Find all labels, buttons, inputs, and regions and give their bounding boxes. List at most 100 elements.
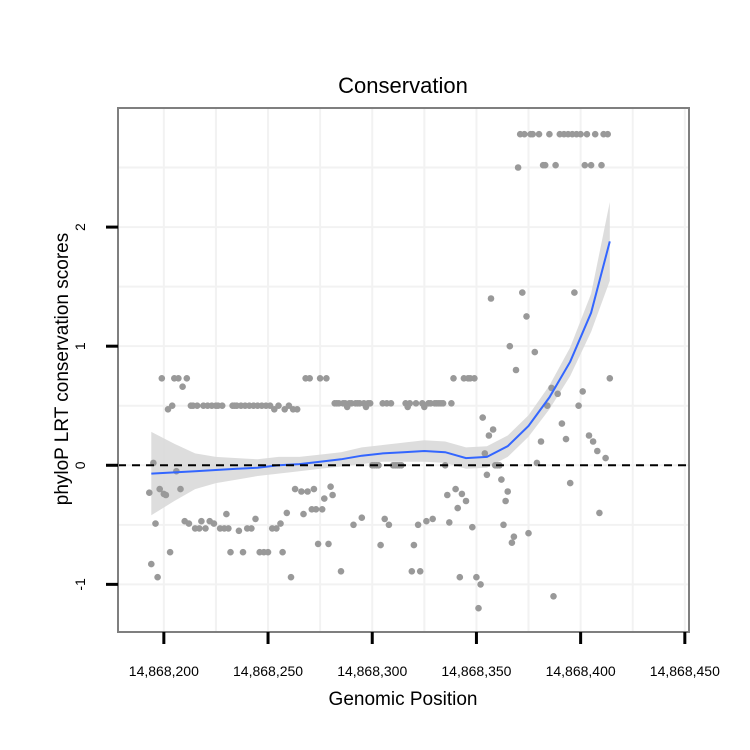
x-tick-label: 14,868,450 — [650, 663, 720, 679]
data-point — [535, 130, 543, 138]
data-point — [239, 548, 247, 556]
data-point — [552, 161, 559, 169]
data-point — [506, 342, 514, 350]
data-point — [416, 568, 424, 575]
plot-border — [117, 107, 690, 633]
data-point — [185, 520, 193, 527]
data-point — [210, 520, 218, 527]
data-point — [446, 519, 453, 526]
data-point — [166, 548, 174, 556]
data-point — [531, 348, 539, 356]
data-point — [554, 390, 561, 398]
data-point — [310, 485, 318, 493]
data-point — [456, 573, 464, 581]
chart-title: Conservation — [338, 73, 468, 98]
data-point — [312, 506, 320, 513]
data-point — [183, 375, 191, 382]
data-point — [485, 432, 493, 439]
data-point — [156, 485, 163, 493]
data-point — [452, 485, 459, 493]
data-point — [193, 402, 201, 410]
data-point — [450, 375, 457, 382]
data-point — [387, 400, 395, 407]
data-point — [575, 402, 582, 410]
data-point — [529, 130, 536, 138]
x-tick-label: 14,868,200 — [129, 663, 199, 679]
data-point — [537, 438, 545, 445]
data-point — [502, 497, 509, 505]
data-point — [179, 383, 186, 391]
data-point — [577, 130, 584, 138]
data-point — [198, 517, 205, 525]
x-axis-label: Genomic Position — [329, 689, 478, 710]
data-point — [410, 541, 418, 549]
data-point — [412, 400, 420, 407]
data-point — [298, 488, 305, 495]
data-point — [606, 375, 614, 382]
data-point — [550, 593, 557, 600]
data-point — [196, 525, 203, 532]
data-point — [583, 130, 591, 138]
data-point — [510, 533, 518, 540]
data-point — [177, 485, 184, 493]
data-point — [327, 483, 334, 491]
data-point — [479, 414, 487, 421]
data-point — [448, 400, 455, 407]
data-point — [594, 447, 601, 455]
data-point — [375, 462, 382, 469]
data-point — [429, 515, 437, 523]
data-point — [481, 450, 489, 457]
data-point — [366, 400, 374, 407]
data-point — [158, 375, 166, 382]
data-point — [168, 402, 176, 410]
data-point — [521, 130, 528, 138]
plot-panel — [118, 108, 689, 632]
data-point — [589, 438, 597, 445]
data-point — [287, 573, 295, 581]
data-point — [385, 521, 393, 529]
data-point — [325, 540, 332, 548]
data-point — [541, 161, 549, 169]
data-point — [546, 130, 553, 138]
x-tick-label: 14,868,350 — [441, 663, 511, 679]
data-point — [523, 313, 530, 320]
data-point — [273, 525, 280, 532]
data-point — [519, 289, 526, 296]
data-point — [408, 568, 416, 575]
data-point — [525, 529, 532, 537]
data-point — [316, 375, 324, 382]
data-point — [469, 523, 476, 531]
y-axis-label: phyloP LRT conservation scores — [52, 233, 73, 506]
data-point — [514, 164, 522, 171]
data-point — [414, 521, 422, 529]
data-point — [581, 161, 589, 169]
data-point — [558, 420, 566, 427]
x-tick-label: 14,868,400 — [546, 663, 616, 679]
data-point — [500, 521, 507, 529]
x-tick-label: 14,868,300 — [337, 663, 407, 679]
data-point — [154, 573, 161, 581]
y-tick-label: 2 — [72, 223, 88, 231]
data-point — [146, 489, 153, 497]
data-point — [152, 520, 159, 527]
data-point — [483, 471, 491, 479]
data-point — [277, 520, 284, 527]
data-point — [264, 548, 272, 556]
data-point — [508, 539, 516, 546]
data-point — [337, 568, 345, 575]
y-tick-label: -1 — [72, 578, 88, 591]
data-point — [381, 515, 389, 523]
data-point — [225, 525, 232, 532]
data-point — [306, 375, 314, 382]
data-point — [473, 573, 480, 581]
data-point — [252, 515, 259, 523]
data-point — [202, 525, 209, 532]
data-point — [235, 527, 243, 535]
data-point — [471, 375, 478, 382]
data-point — [604, 130, 611, 138]
data-point — [458, 490, 466, 498]
data-point — [227, 548, 234, 556]
data-point — [462, 497, 470, 505]
data-point — [218, 402, 226, 410]
